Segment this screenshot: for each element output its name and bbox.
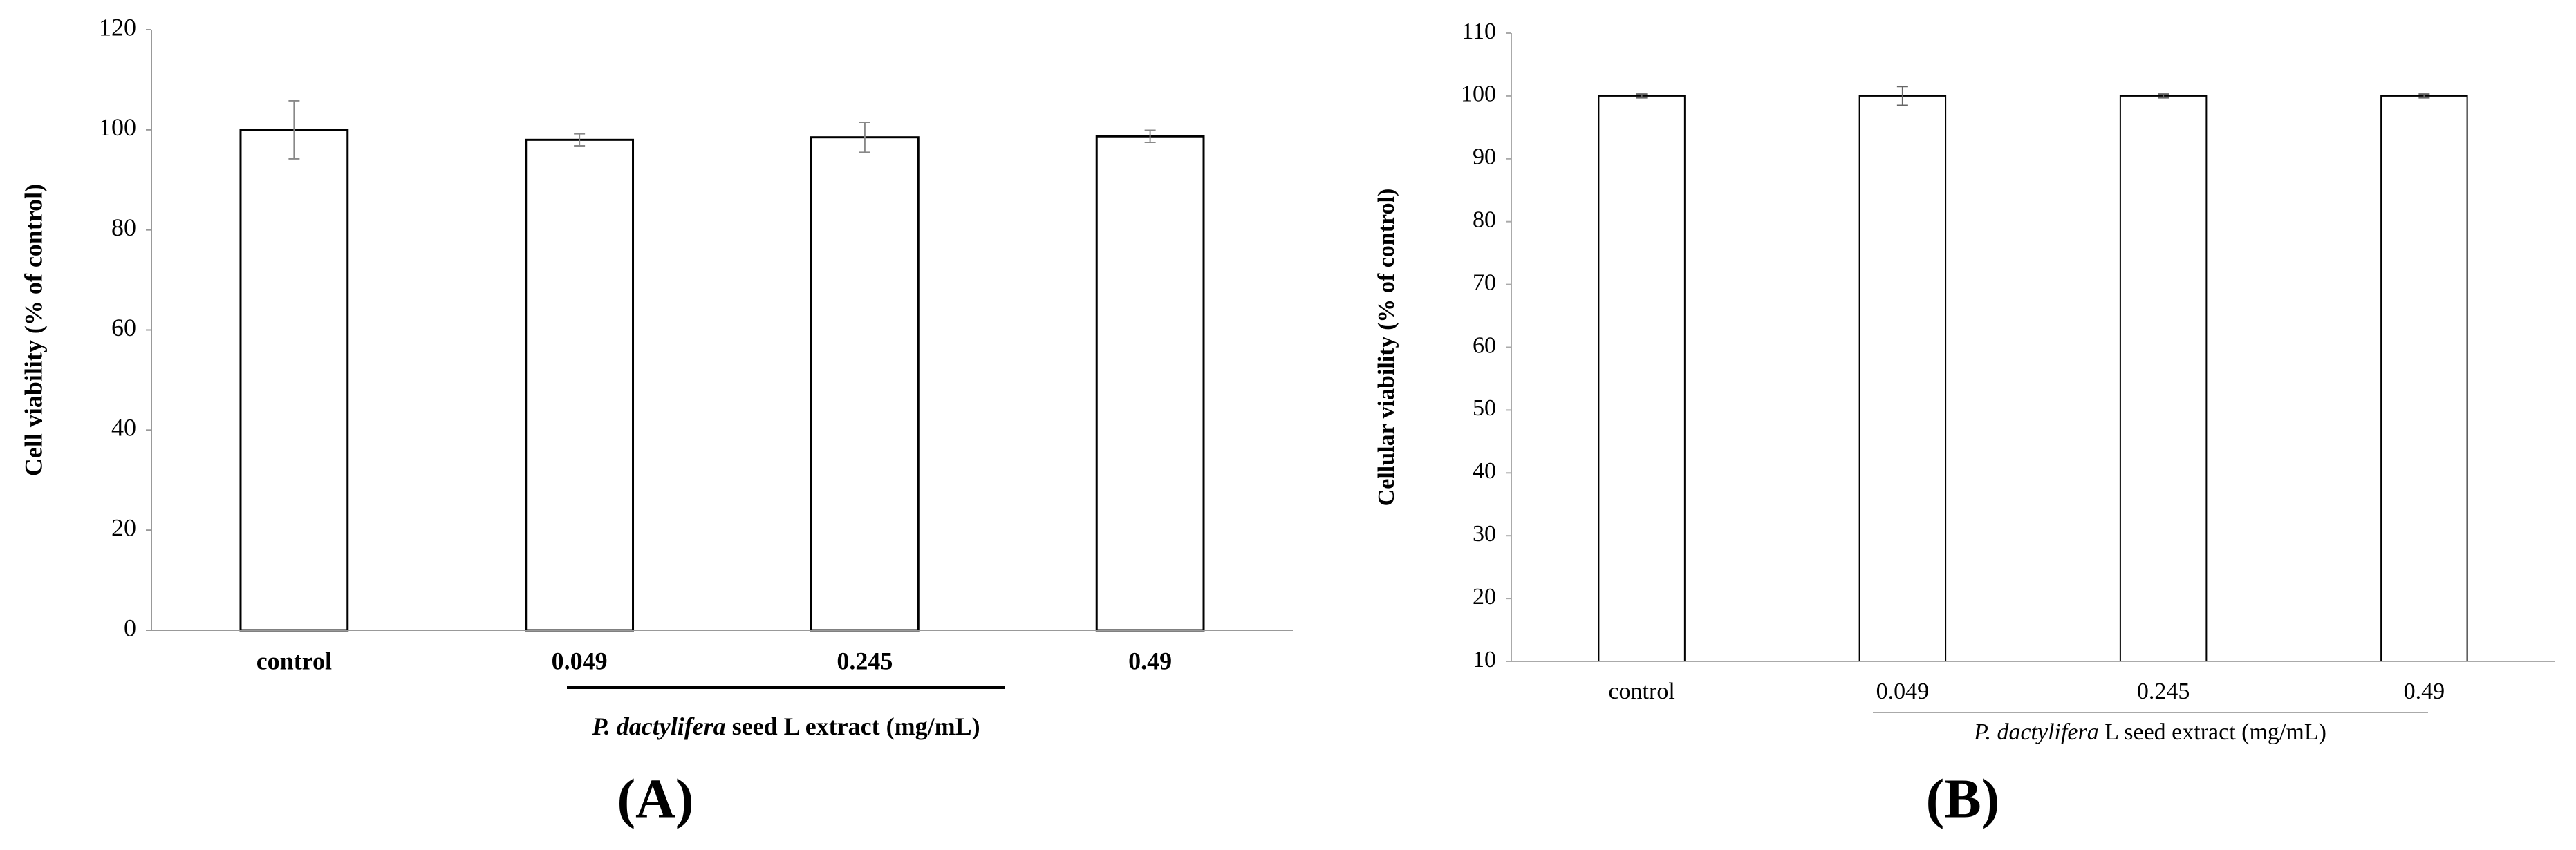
panel-label: (B) xyxy=(1926,768,2000,829)
x-tick-label: 0.49 xyxy=(2404,679,2445,704)
x-tick-label: 0.245 xyxy=(837,647,893,674)
y-tick-label: 90 xyxy=(1473,144,1496,170)
bar xyxy=(239,129,349,632)
x-tick-label: 0.49 xyxy=(1128,647,1172,674)
y-tick-label: 80 xyxy=(111,214,136,241)
error-bar xyxy=(1144,129,1156,143)
x-tick-label: 0.049 xyxy=(1876,679,1930,704)
x-axis-label: P. dactylifera seed L extract (mg/mL) xyxy=(591,712,980,740)
bar xyxy=(1095,135,1205,632)
y-tick-label: 40 xyxy=(111,414,136,442)
y-tick-label: 20 xyxy=(111,513,136,541)
error-bar xyxy=(1896,86,1908,106)
x-tick-label: control xyxy=(256,647,332,674)
y-tick-label: 20 xyxy=(1473,584,1496,610)
x-axis-label-italic: P. dactylifera xyxy=(1973,719,2099,745)
error-bar xyxy=(288,100,300,160)
y-tick-label: 50 xyxy=(1473,395,1496,421)
bar xyxy=(2119,95,2208,662)
error-bar xyxy=(2418,93,2430,99)
y-tick-label: 80 xyxy=(1473,207,1496,232)
bar xyxy=(1858,95,1947,662)
bar xyxy=(1598,95,1686,662)
panel-label: (A) xyxy=(617,768,693,829)
y-tick-label: 60 xyxy=(1473,332,1496,358)
x-tick-label: control xyxy=(1608,679,1674,704)
x-tick-label: 0.245 xyxy=(2137,679,2190,704)
y-axis-label: Cellular viability (% of control) xyxy=(1374,189,1399,507)
x-tick-label: 0.049 xyxy=(552,647,608,674)
error-bar xyxy=(859,121,870,153)
y-tick-label: 120 xyxy=(99,13,136,41)
error-bar xyxy=(574,133,586,147)
x-axis-label: P. dactylifera L seed extract (mg/mL) xyxy=(1973,719,2326,745)
bar xyxy=(2380,95,2468,662)
y-tick-label: 10 xyxy=(1473,647,1496,672)
y-axis-label: Cell viability (% of control) xyxy=(19,184,47,476)
x-axis-label-rest: seed L extract (mg/mL) xyxy=(726,712,980,740)
bar xyxy=(810,136,920,632)
y-tick-label: 40 xyxy=(1473,458,1496,484)
y-tick-label: 70 xyxy=(1473,270,1496,295)
error-bar xyxy=(2158,93,2169,99)
x-axis-label-rest: L seed extract (mg/mL) xyxy=(2099,719,2326,745)
y-tick-label: 100 xyxy=(1461,82,1496,107)
y-tick-label: 60 xyxy=(111,314,136,341)
y-tick-label: 110 xyxy=(1462,19,1496,44)
bar xyxy=(525,138,635,632)
x-axis-label-italic: P. dactylifera xyxy=(591,712,725,740)
y-tick-label: 100 xyxy=(99,113,136,141)
y-tick-label: 0 xyxy=(124,614,136,641)
y-tick-label: 30 xyxy=(1473,521,1496,547)
error-bar xyxy=(1636,93,1648,99)
